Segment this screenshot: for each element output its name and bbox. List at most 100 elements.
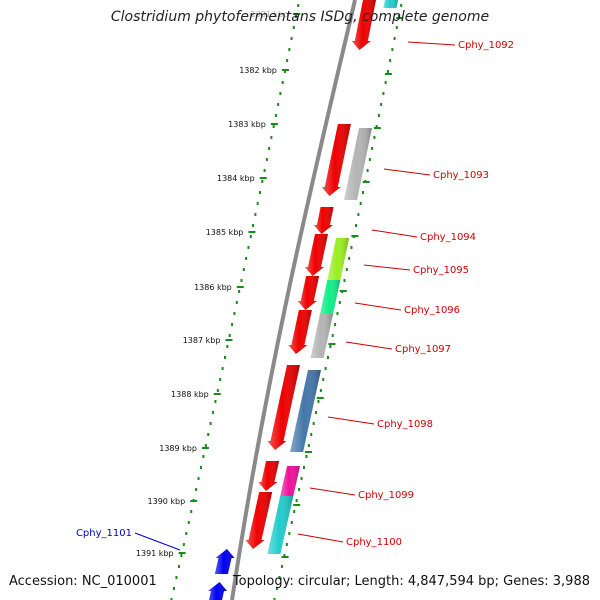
gene-leader-line (363, 264, 411, 271)
feature-shading (344, 128, 372, 200)
feature-shading (327, 238, 350, 280)
ruler-dot (204, 444, 207, 447)
ruler-dot (247, 246, 250, 249)
feature-shading (321, 124, 351, 196)
ruler-dot (377, 114, 380, 117)
ruler-dot (268, 147, 271, 150)
feature-shading (290, 370, 321, 452)
ruler-dot (277, 103, 280, 106)
ruler-dot (185, 532, 188, 535)
ruler-dot (256, 202, 259, 205)
ruler-dot (386, 70, 389, 73)
ruler-dot (231, 323, 234, 326)
ruler-dot (285, 543, 288, 546)
ruler-dot (359, 202, 362, 205)
ruler-dot (263, 169, 266, 172)
ruler-dot (384, 81, 387, 84)
gene-label: Cphy_1100 (346, 537, 402, 548)
ruler-dot (226, 345, 229, 348)
ruler-dot (300, 477, 303, 480)
ruler-dot (317, 400, 320, 403)
ruler-dot (389, 59, 392, 62)
ruler-ticks: 1381 kbp 1382 kbp 1383 kbp 1384 kbp 1385 kbp… (136, 10, 404, 558)
ruler-dot (258, 191, 261, 194)
ruler-dot (238, 290, 241, 293)
ruler-dot (180, 554, 183, 557)
genome-summary-text: Topology: circular; Length: 4,847,594 bp… (232, 574, 590, 589)
feature-tracks (208, 0, 398, 600)
ruler-dot (298, 488, 301, 491)
ruler-dot (324, 367, 327, 370)
ruler-dot (361, 191, 364, 194)
ruler-dot (223, 356, 226, 359)
ruler-dot (172, 587, 175, 590)
ruler-dot (293, 510, 296, 513)
ruler-dot (345, 268, 348, 271)
gene-label: Cphy_1099 (358, 490, 414, 501)
ruler-dot (240, 279, 243, 282)
ruler-dot (283, 554, 286, 557)
ruler-dot (395, 26, 398, 29)
gene-label: Cphy_1094 (420, 232, 476, 243)
ruler-label: 1388 kbp (171, 390, 209, 399)
ruler-dot (290, 521, 293, 524)
gene-label: Cphy_1101 (76, 528, 132, 539)
ruler-dot (216, 389, 219, 392)
ruler-label: 1381 kbp (250, 10, 288, 19)
ruler-dot (400, 4, 403, 7)
ruler-dot (288, 48, 291, 51)
gene-label: Cphy_1096 (404, 305, 460, 316)
ruler-dot (305, 455, 308, 458)
ruler-dot (199, 466, 202, 469)
ruler-dot (187, 521, 190, 524)
feature-shading (214, 549, 235, 574)
feature-shading (305, 234, 328, 276)
ruler-dot (373, 136, 376, 139)
ruler-dot (348, 257, 351, 260)
ruler-label: 1385 kbp (206, 228, 244, 237)
gene-leader-line (134, 532, 181, 551)
ruler-dot (393, 37, 396, 40)
ruler-dot (272, 125, 275, 128)
ruler-dot (175, 576, 178, 579)
ruler-dot (190, 510, 193, 513)
ruler-dot (302, 466, 305, 469)
ruler-dot (270, 136, 273, 139)
ruler-dot (288, 532, 291, 535)
ruler-dot (338, 301, 341, 304)
ruler-dot (331, 334, 334, 337)
feature-shading (267, 496, 294, 554)
ruler-dot (290, 37, 293, 40)
ruler-dot (310, 433, 313, 436)
ruler-dot (307, 444, 310, 447)
ruler-dot (274, 114, 277, 117)
ruler-dot (292, 26, 295, 29)
ruler-dot (357, 213, 360, 216)
ruler-label: 1387 kbp (183, 336, 221, 345)
ruler-dot (380, 103, 383, 106)
feature-shading (383, 0, 398, 8)
ruler-dot (391, 48, 394, 51)
feature-shading (288, 310, 312, 354)
gene-label: Cphy_1092 (458, 40, 514, 51)
ruler-dot (235, 301, 238, 304)
ruler-dot (366, 169, 369, 172)
gene-labels: Cphy_1092 Cphy_1093 Cphy_1094 Cphy_1095 Cphy… (76, 40, 514, 548)
gene-leader-line (297, 533, 344, 543)
feature-shading (313, 207, 334, 234)
ruler-dot (195, 488, 198, 491)
ruler-dot (326, 356, 329, 359)
ruler-dot (252, 224, 255, 227)
genome-backbone (230, 0, 357, 600)
feature-shading (280, 466, 300, 496)
gene-label: Cphy_1093 (433, 170, 489, 181)
ruler-dot (368, 158, 371, 161)
ruler-dot (315, 411, 318, 414)
accession-text: Accession: NC_010001 (9, 574, 157, 589)
ruler-dot (283, 70, 286, 73)
ruler-dot (249, 235, 252, 238)
gene-leader-line (354, 302, 402, 311)
ruler-dot (177, 565, 180, 568)
gene-leader-line (371, 229, 418, 238)
